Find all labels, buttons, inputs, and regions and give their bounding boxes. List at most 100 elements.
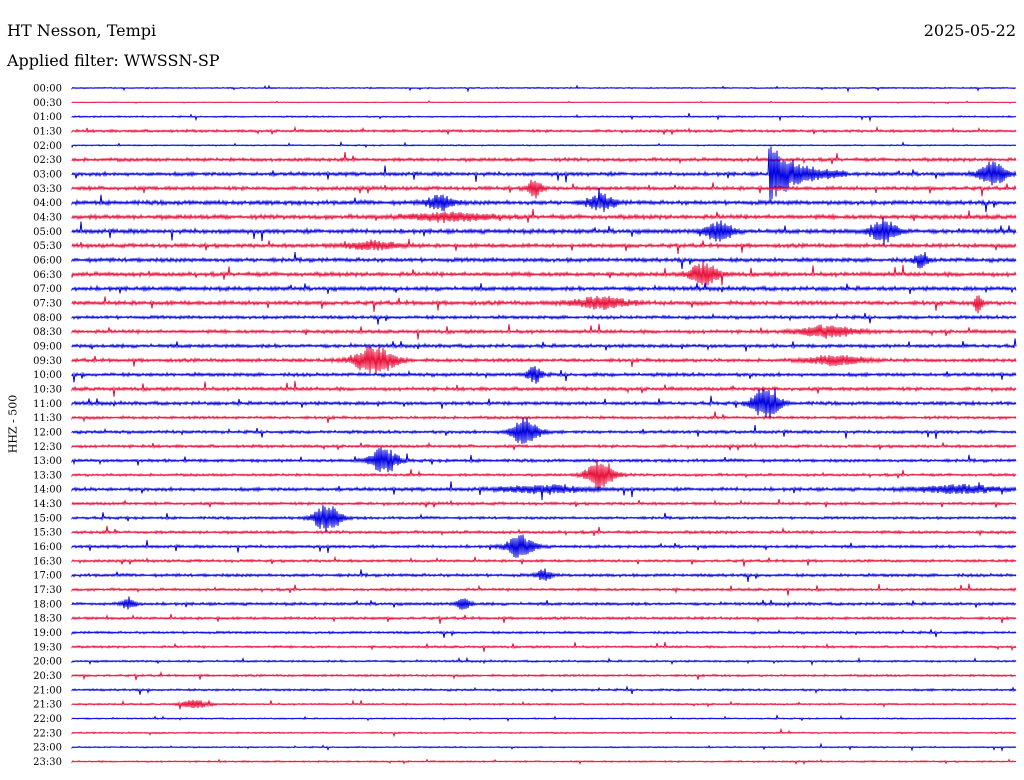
row-time-label: 14:30 [33,499,62,510]
row-time-label: 17:00 [33,571,62,582]
row-time-label: 11:00 [33,399,62,410]
row-time-label: 04:00 [33,198,62,209]
station-title: HT Nesson, Tempi [7,21,157,40]
row-time-label: 01:30 [33,126,62,137]
seismic-trace [71,568,1017,582]
seismic-trace [71,140,1017,149]
seismic-trace [71,295,1017,314]
seismic-trace [71,534,1017,558]
row-time-label: 12:30 [33,442,62,453]
row-time-label: 15:00 [33,513,62,524]
row-time-label: 05:00 [33,227,62,238]
seismic-trace [71,714,1017,722]
seismic-trace [71,685,1017,695]
seismic-trace [71,84,1017,93]
row-time-label: 00:00 [33,84,62,95]
row-time-label: 09:00 [33,341,62,352]
row-time-label: 20:30 [33,671,62,682]
row-time-label: 09:30 [33,356,62,367]
seismic-trace [71,208,1017,224]
row-time-label: 19:30 [33,642,62,653]
seismic-trace [71,282,1017,294]
seismic-trace [71,656,1017,667]
seismic-trace [71,555,1017,567]
row-time-label: 03:30 [33,184,62,195]
row-time-label: 18:00 [33,599,62,610]
seismic-trace [71,338,1017,352]
row-time-label: 17:30 [33,585,62,596]
row-time-label: 21:00 [33,685,62,696]
row-time-label: 19:00 [33,628,62,639]
seismic-trace [71,758,1017,765]
row-time-label: 11:30 [33,413,62,424]
seismic-trace [71,146,1017,201]
row-time-label: 10:30 [33,384,62,395]
seismic-trace [71,481,1017,501]
seismic-trace [71,381,1017,397]
row-time-label: 07:30 [33,298,62,309]
seismic-trace [71,505,1017,532]
seismic-trace [71,151,1017,165]
seismic-trace [71,217,1017,246]
seismic-trace [71,583,1017,596]
row-time-label: 16:30 [33,556,62,567]
seismic-trace [71,366,1017,384]
row-time-label: 13:30 [33,470,62,481]
seismic-trace [71,699,1017,710]
row-time-label: 18:30 [33,614,62,625]
seismic-trace [71,238,1017,255]
seismic-trace [71,125,1017,135]
row-time-label: 01:00 [33,112,62,123]
row-time-label: 08:00 [33,313,62,324]
date-label: 2025-05-22 [923,21,1016,40]
seismic-trace [71,388,1017,419]
row-time-label: 10:00 [33,370,62,381]
row-time-label: 04:30 [33,212,62,223]
row-time-label: 03:00 [33,169,62,180]
seismic-trace [71,459,1017,490]
row-time-label: 16:00 [33,542,62,553]
row-time-label: 15:30 [33,528,62,539]
seismic-trace [71,417,1017,444]
seismic-trace [71,252,1017,270]
seismic-trace [71,113,1017,123]
seismic-trace [71,187,1017,213]
seismic-trace [71,100,1017,105]
seismic-trace [71,525,1017,537]
row-time-label: 22:00 [33,714,62,725]
seismic-trace [71,411,1017,424]
seismic-trace [71,312,1017,325]
row-time-label: 07:00 [33,284,62,295]
seismic-trace [71,641,1017,652]
seismic-trace [71,670,1017,681]
row-time-label: 14:00 [33,485,62,496]
seismic-trace [71,596,1017,610]
row-time-label: 05:30 [33,241,62,252]
seismic-trace [71,179,1017,199]
seismic-trace [71,613,1017,624]
row-time-label: 00:30 [33,98,62,109]
row-time-label: 08:30 [33,327,62,338]
row-time-label: 22:30 [33,728,62,739]
row-time-label: 23:30 [33,757,62,768]
seismic-trace [71,261,1017,287]
row-time-label: 21:30 [33,700,62,711]
seismic-trace [71,498,1017,508]
seismic-trace [71,447,1017,473]
seismic-trace [71,727,1017,738]
seismic-trace [71,629,1017,638]
row-time-label: 02:30 [33,155,62,166]
seismic-trace [71,742,1017,752]
row-time-label: 13:00 [33,456,62,467]
row-time-label: 12:00 [33,427,62,438]
row-time-label: 02:00 [33,141,62,152]
seismic-trace [71,346,1017,375]
row-time-label: 06:00 [33,255,62,266]
filter-label: Applied filter: WWSSN-SP [7,51,220,70]
seismic-trace [71,323,1017,340]
seismic-trace [71,441,1017,451]
row-time-label: 06:30 [33,270,62,281]
row-time-label: 20:00 [33,657,62,668]
row-time-label: 23:00 [33,743,62,754]
